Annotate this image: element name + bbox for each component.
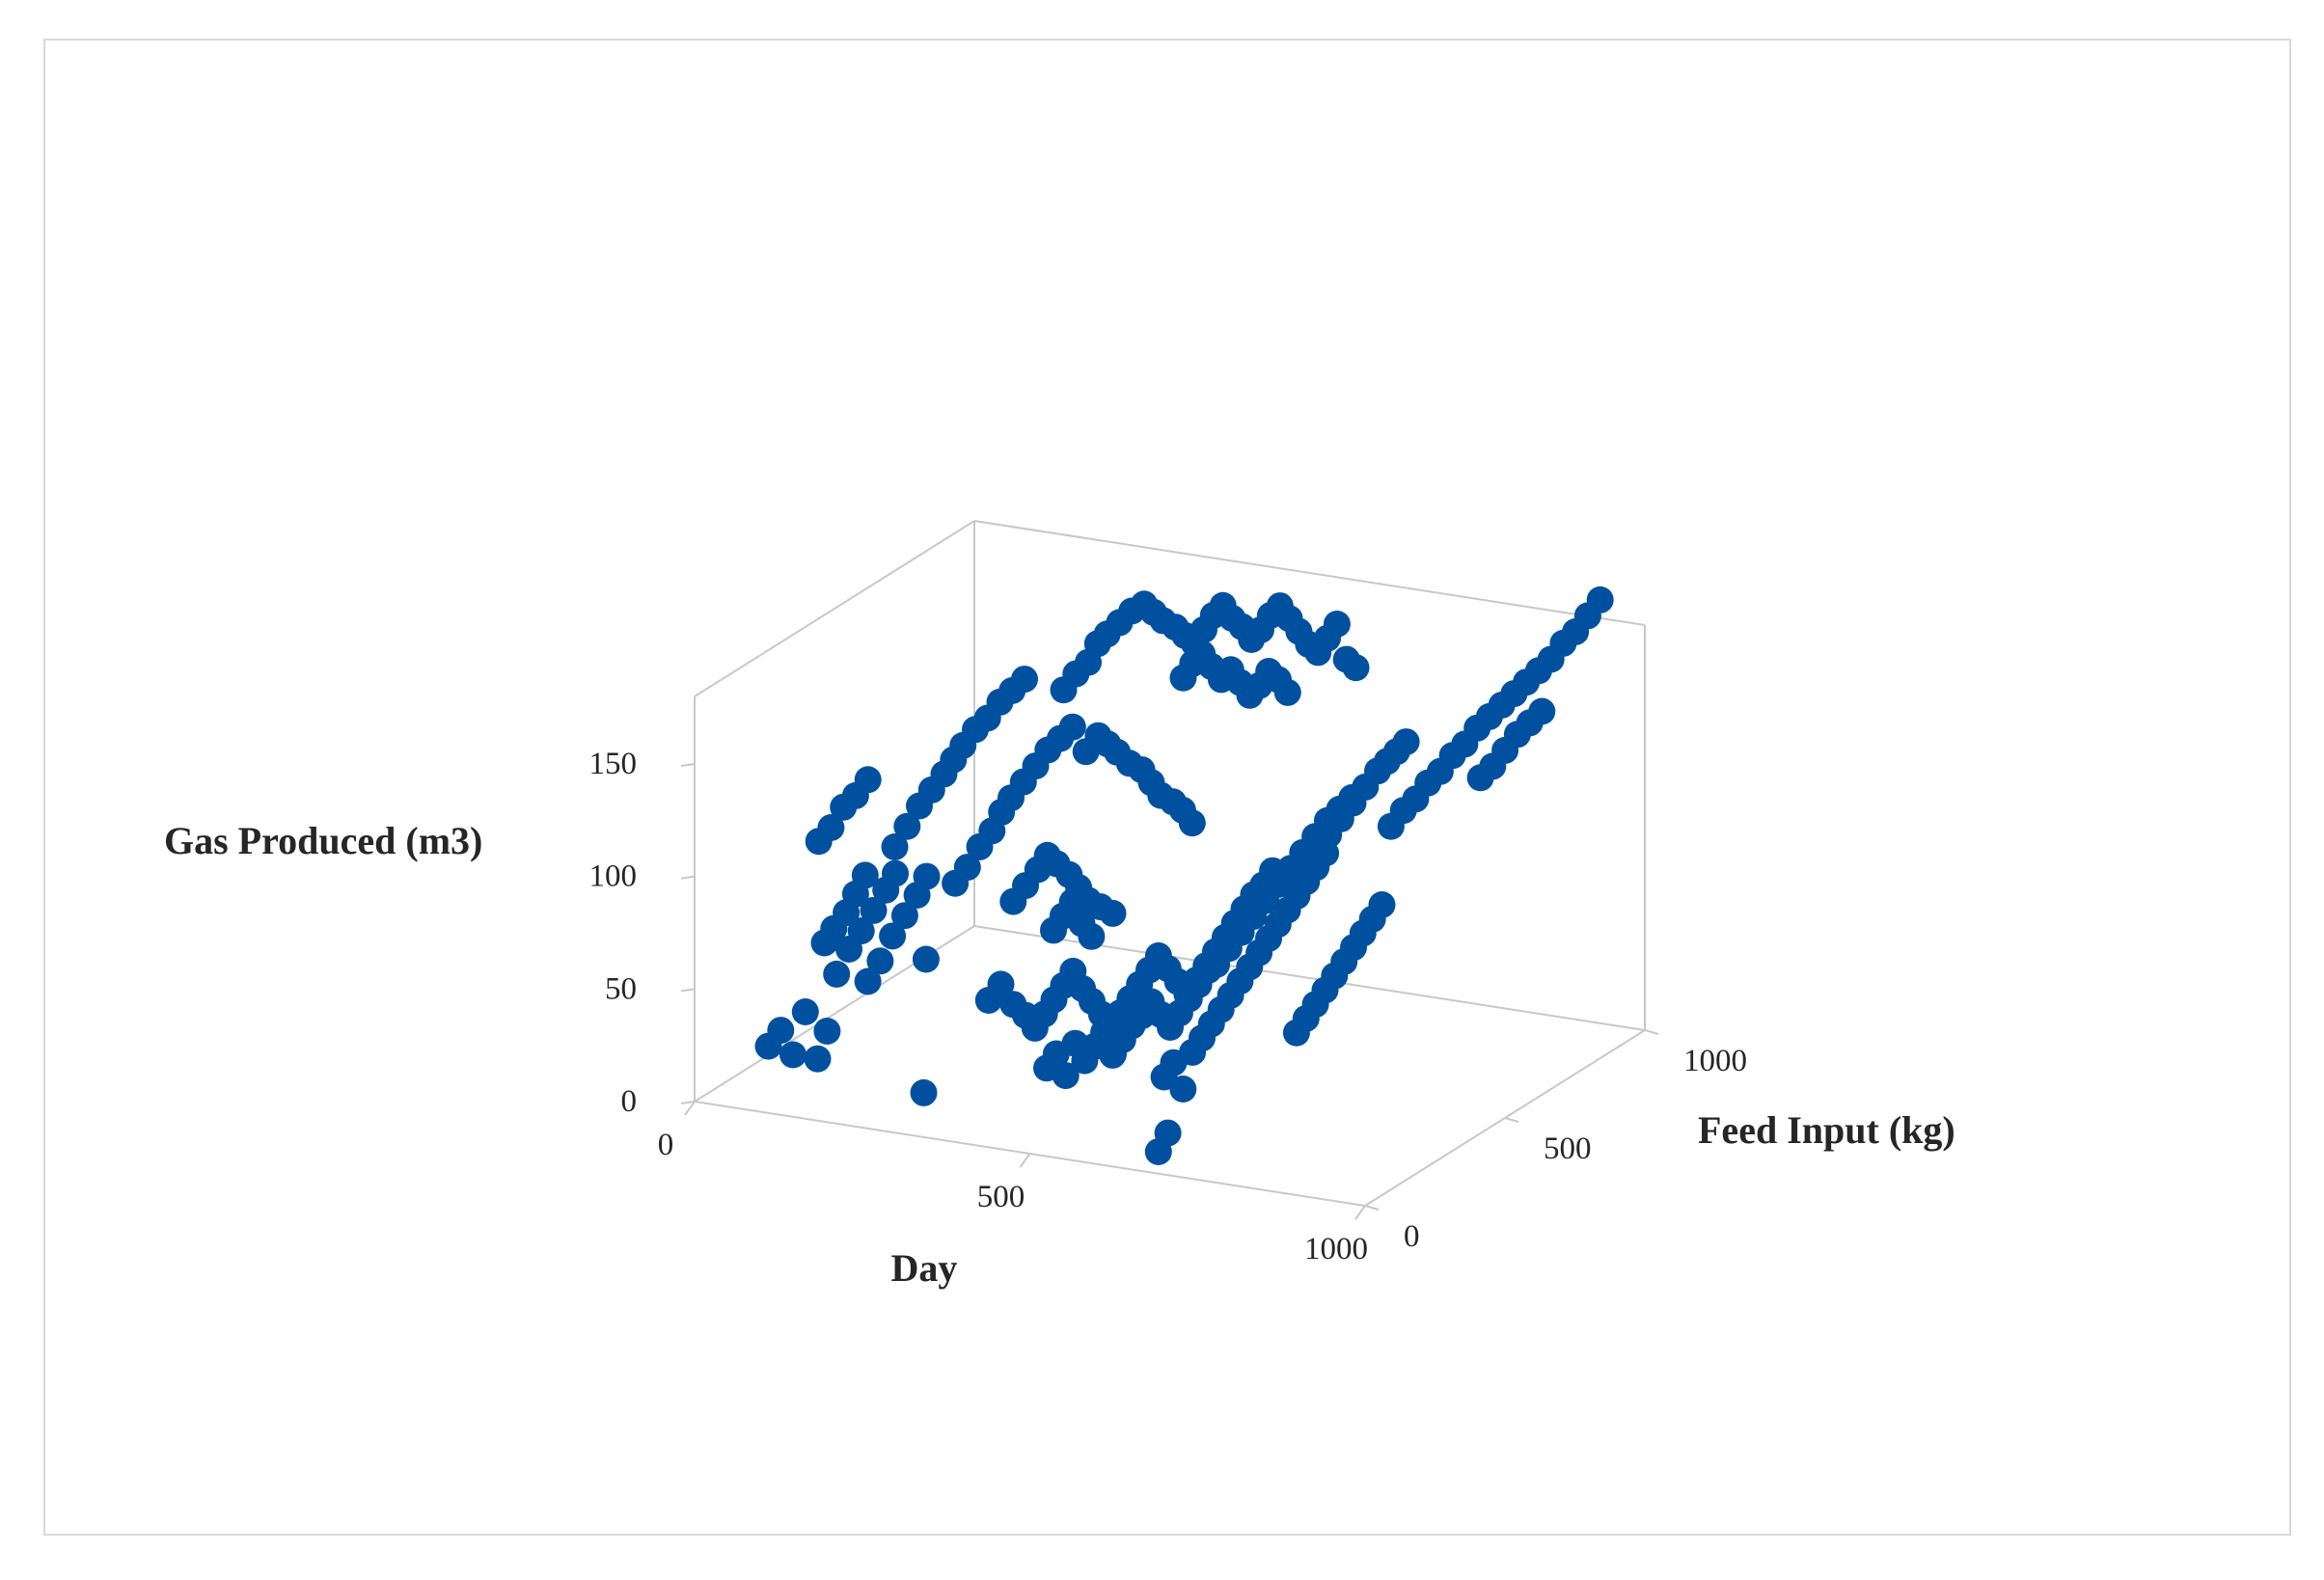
data-point xyxy=(999,991,1027,1019)
x-axis-title: Day xyxy=(891,1246,958,1290)
z-tick-label: 0 xyxy=(621,1084,638,1119)
data-point xyxy=(966,832,994,860)
data-point xyxy=(906,792,933,820)
data-point xyxy=(1072,738,1100,766)
data-point xyxy=(879,922,907,950)
data-point xyxy=(890,902,918,930)
data-point xyxy=(860,896,888,924)
data-point xyxy=(881,833,909,860)
data-point xyxy=(810,929,838,957)
data-point xyxy=(1282,1019,1310,1047)
data-point xyxy=(1050,676,1078,704)
data-point xyxy=(974,987,1002,1014)
z-axis-title: Gas Produced (m3) xyxy=(164,819,482,862)
y-tick-mark xyxy=(1644,1029,1659,1035)
data-point xyxy=(754,1032,782,1060)
data-point xyxy=(804,1045,832,1073)
data-point xyxy=(872,876,900,904)
data-point xyxy=(1144,1138,1172,1165)
y-tick-label: 0 xyxy=(1404,1219,1420,1254)
z-tick-label: 50 xyxy=(605,971,637,1006)
y-tick-mark xyxy=(1504,1117,1519,1123)
data-points xyxy=(754,586,1614,1165)
data-point xyxy=(830,793,858,821)
z-tick-label: 150 xyxy=(589,747,638,781)
z-tick-mark xyxy=(680,763,696,767)
y-tick-label: 500 xyxy=(1544,1131,1592,1166)
z-tick-mark xyxy=(680,875,696,880)
data-point xyxy=(942,869,970,897)
data-point xyxy=(893,812,921,840)
data-point xyxy=(912,945,940,973)
data-point xyxy=(903,882,931,909)
y-axis-title: Feed Input (kg) xyxy=(1698,1108,1955,1152)
z-tick-mark xyxy=(680,988,696,993)
x-tick-mark xyxy=(684,1101,696,1116)
tick-labels: 0 50 100 150 0 500 1000 0 500 1000 xyxy=(589,747,1748,1267)
z-tick-label: 100 xyxy=(589,859,638,894)
y-tick-label: 1000 xyxy=(1683,1044,1747,1078)
data-point xyxy=(1203,950,1231,978)
data-point xyxy=(1033,1054,1060,1082)
data-point xyxy=(999,887,1027,915)
data-point xyxy=(813,1018,841,1045)
data-point xyxy=(1332,645,1360,673)
x-tick-label: 0 xyxy=(658,1128,674,1162)
data-point xyxy=(866,947,894,975)
data-point xyxy=(823,960,851,988)
data-point xyxy=(805,828,833,856)
left-wall-top-edge xyxy=(694,520,975,697)
data-point xyxy=(779,1041,807,1069)
x-tick-label: 1000 xyxy=(1304,1232,1368,1267)
data-point xyxy=(1040,916,1067,944)
data-point xyxy=(1099,1041,1127,1069)
data-point xyxy=(835,936,862,963)
data-point xyxy=(791,998,819,1025)
data-point xyxy=(1150,1063,1178,1091)
z-tick-mark xyxy=(680,1101,696,1104)
data-point xyxy=(1377,812,1405,840)
data-point xyxy=(854,967,882,995)
x-tick-mark xyxy=(1019,1153,1031,1168)
x-tick-mark xyxy=(1354,1205,1366,1220)
data-point xyxy=(910,1078,938,1106)
y-tick-mark xyxy=(1364,1205,1380,1211)
x-tick-label: 500 xyxy=(977,1180,1025,1214)
data-point xyxy=(1169,664,1197,692)
data-point xyxy=(1466,764,1494,792)
back-wall-top-edge xyxy=(973,520,1646,626)
